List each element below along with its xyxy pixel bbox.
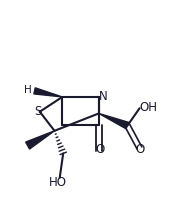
Text: H: H <box>24 85 32 95</box>
Text: OH: OH <box>139 101 157 114</box>
Text: O: O <box>136 142 145 155</box>
Text: S: S <box>34 105 41 118</box>
Text: N: N <box>99 90 108 103</box>
Polygon shape <box>26 131 55 149</box>
Polygon shape <box>34 88 62 97</box>
Text: HO: HO <box>49 176 67 189</box>
Text: O: O <box>95 143 104 156</box>
Polygon shape <box>99 114 129 129</box>
